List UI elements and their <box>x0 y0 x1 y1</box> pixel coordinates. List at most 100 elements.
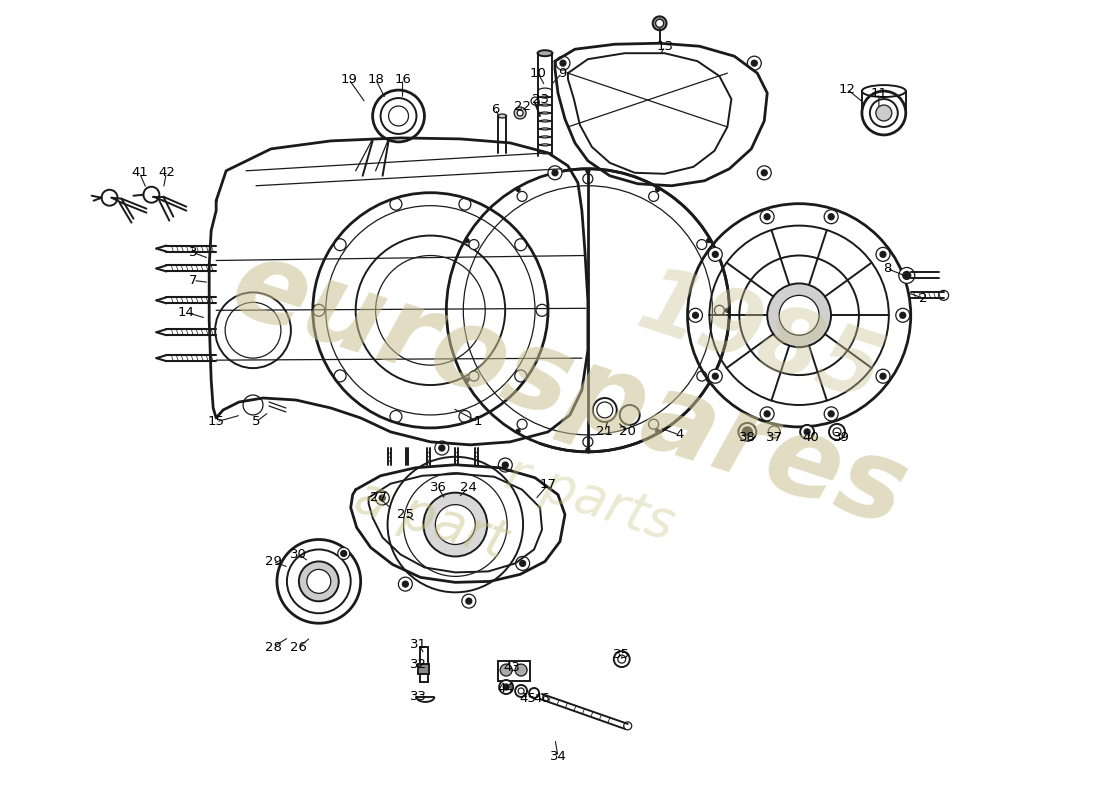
Text: r parts: r parts <box>499 448 681 551</box>
Circle shape <box>708 370 723 383</box>
Circle shape <box>738 423 757 441</box>
Circle shape <box>761 170 767 176</box>
Circle shape <box>500 664 513 676</box>
Circle shape <box>742 427 752 437</box>
Circle shape <box>498 458 513 472</box>
Circle shape <box>708 247 723 262</box>
Circle shape <box>515 685 527 697</box>
Text: 4: 4 <box>675 428 684 442</box>
Text: 21: 21 <box>596 426 614 438</box>
Circle shape <box>403 581 408 587</box>
Circle shape <box>516 187 520 191</box>
Text: 33: 33 <box>410 690 427 703</box>
Text: 20: 20 <box>619 426 636 438</box>
Circle shape <box>586 448 590 452</box>
Circle shape <box>833 428 842 436</box>
Circle shape <box>614 651 629 667</box>
Ellipse shape <box>497 114 507 118</box>
Circle shape <box>764 214 770 220</box>
Text: 18: 18 <box>367 73 384 86</box>
Text: 37: 37 <box>766 431 783 444</box>
Bar <box>418 664 429 674</box>
Text: 25: 25 <box>397 508 414 521</box>
Circle shape <box>779 295 820 335</box>
Circle shape <box>552 170 558 176</box>
Circle shape <box>499 680 513 694</box>
Circle shape <box>517 419 527 430</box>
Text: 30: 30 <box>290 548 307 561</box>
Circle shape <box>829 424 845 440</box>
Circle shape <box>656 187 660 191</box>
Circle shape <box>515 664 527 676</box>
Text: 6: 6 <box>491 102 499 115</box>
Circle shape <box>338 547 350 559</box>
Text: 42: 42 <box>158 166 175 179</box>
Circle shape <box>760 407 774 421</box>
Circle shape <box>548 166 562 180</box>
Circle shape <box>713 374 718 379</box>
Circle shape <box>764 411 770 417</box>
Text: 12: 12 <box>838 82 856 95</box>
Text: 29: 29 <box>264 555 282 568</box>
Circle shape <box>706 238 711 242</box>
Text: 1: 1 <box>474 415 483 429</box>
Circle shape <box>503 684 509 690</box>
Circle shape <box>824 407 838 421</box>
Bar <box>420 647 428 682</box>
Text: 17: 17 <box>539 478 557 491</box>
Circle shape <box>398 577 412 591</box>
Circle shape <box>517 191 527 202</box>
Circle shape <box>519 561 526 566</box>
Text: eurospares: eurospares <box>219 230 921 550</box>
Circle shape <box>556 56 570 70</box>
Text: 45: 45 <box>519 693 537 706</box>
Circle shape <box>800 425 814 439</box>
Circle shape <box>341 550 346 557</box>
Text: 5: 5 <box>252 415 261 429</box>
Circle shape <box>880 251 886 258</box>
Circle shape <box>876 105 892 121</box>
Circle shape <box>713 251 718 258</box>
Circle shape <box>862 91 905 135</box>
Circle shape <box>379 495 385 501</box>
Text: 39: 39 <box>833 431 849 444</box>
Text: 15: 15 <box>208 415 224 429</box>
Circle shape <box>624 722 631 730</box>
Circle shape <box>876 247 890 262</box>
Circle shape <box>828 214 834 220</box>
Circle shape <box>725 308 729 312</box>
Circle shape <box>899 267 915 283</box>
Text: 35: 35 <box>614 648 630 661</box>
Text: 14: 14 <box>178 306 195 319</box>
Text: 9: 9 <box>558 66 566 80</box>
Circle shape <box>307 570 331 594</box>
Text: 34: 34 <box>550 750 566 763</box>
Circle shape <box>518 688 524 694</box>
Circle shape <box>465 598 472 604</box>
Circle shape <box>516 429 520 433</box>
Circle shape <box>143 186 160 202</box>
Text: 46: 46 <box>534 693 550 706</box>
Circle shape <box>516 557 529 570</box>
Text: 13: 13 <box>656 40 673 53</box>
Circle shape <box>900 312 905 318</box>
Circle shape <box>824 210 838 224</box>
Circle shape <box>714 306 725 315</box>
Circle shape <box>434 441 449 455</box>
Circle shape <box>436 505 475 545</box>
Circle shape <box>757 166 771 180</box>
Text: 19: 19 <box>340 73 358 86</box>
Circle shape <box>299 562 339 602</box>
Circle shape <box>767 283 830 347</box>
Circle shape <box>696 239 707 250</box>
Circle shape <box>583 174 593 184</box>
Circle shape <box>469 239 478 250</box>
Text: 2: 2 <box>920 292 928 305</box>
Circle shape <box>462 594 476 608</box>
Ellipse shape <box>538 50 552 56</box>
Circle shape <box>689 308 703 322</box>
Circle shape <box>618 655 626 663</box>
Circle shape <box>439 445 444 451</box>
Circle shape <box>465 378 469 382</box>
Circle shape <box>656 429 660 433</box>
